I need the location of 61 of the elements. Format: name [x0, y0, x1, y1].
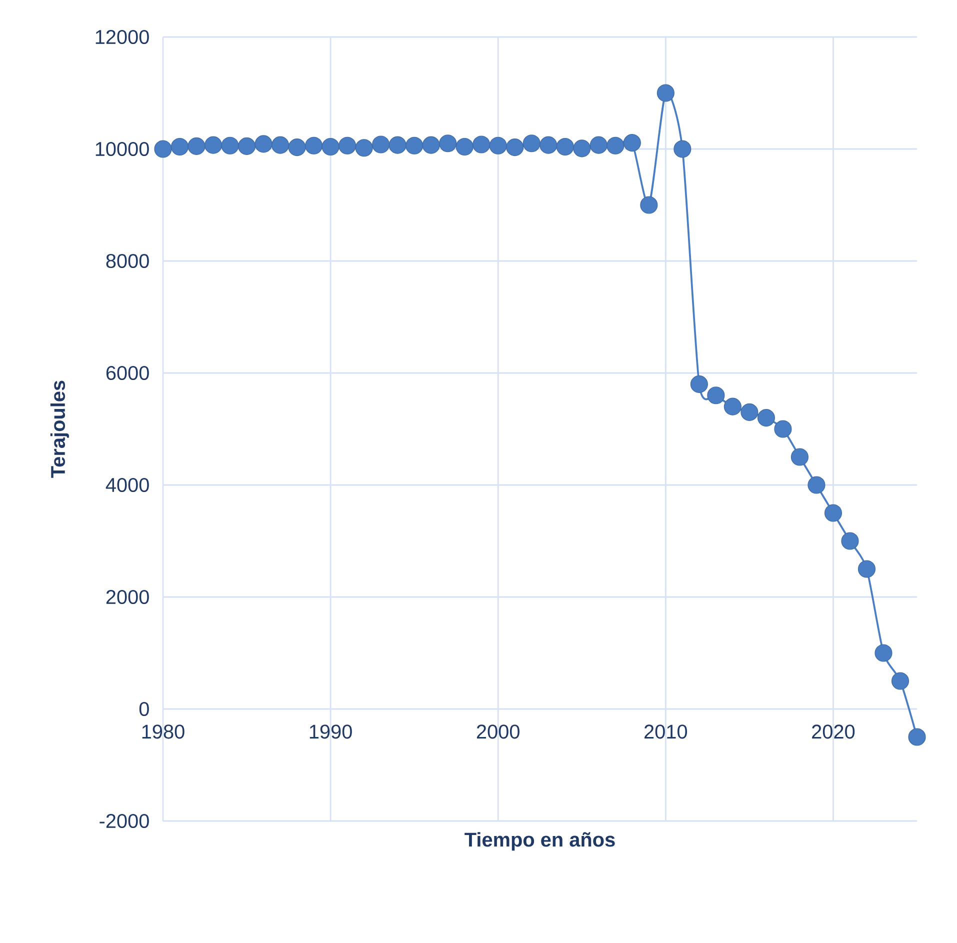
- point: [540, 136, 558, 154]
- y-tick-label: 0: [139, 702, 149, 716]
- point: [908, 728, 926, 746]
- point: [489, 136, 507, 154]
- point: [522, 134, 540, 152]
- x-tick-label: 1990: [310, 724, 352, 739]
- point: [472, 136, 490, 154]
- point: [288, 138, 306, 156]
- point: [590, 136, 608, 154]
- point: [774, 420, 792, 438]
- point: [674, 140, 692, 158]
- point: [656, 84, 674, 102]
- point: [841, 532, 859, 550]
- point: [238, 137, 256, 155]
- point: [740, 403, 758, 421]
- y-tick-label: 12000: [96, 30, 149, 44]
- point: [154, 140, 172, 158]
- y-tick-label: 10000: [96, 142, 149, 156]
- point: [506, 138, 524, 156]
- point: [757, 409, 775, 427]
- x-axis-title: Tiempo en años: [464, 832, 615, 851]
- point: [573, 140, 591, 158]
- point: [891, 672, 910, 690]
- point: [338, 136, 356, 154]
- point: [221, 136, 239, 154]
- y-tick-label: 6000: [106, 366, 149, 380]
- x-tick-label: 1980: [142, 724, 184, 739]
- point: [204, 136, 222, 154]
- point: [707, 386, 725, 404]
- x-tick-label: 2010: [644, 724, 688, 739]
- point: [790, 448, 809, 466]
- point: [724, 398, 742, 416]
- y-axis-title: Terajoules: [50, 380, 69, 478]
- point: [606, 136, 624, 154]
- point: [170, 138, 189, 156]
- point: [874, 644, 892, 662]
- y-tick-label: 2000: [106, 590, 149, 604]
- point: [254, 135, 272, 153]
- point: [690, 375, 708, 393]
- point: [272, 136, 290, 154]
- point: [422, 136, 440, 154]
- point: [388, 136, 406, 154]
- point: [406, 136, 424, 154]
- y-tick-label: -2000: [100, 814, 149, 828]
- point: [640, 196, 658, 214]
- point: [439, 134, 457, 152]
- x-tick-label: 2020: [812, 724, 855, 739]
- point: [808, 476, 826, 494]
- x-tick-label: 2000: [476, 724, 520, 739]
- y-tick-label: 8000: [106, 254, 149, 268]
- point: [322, 138, 340, 156]
- point: [623, 134, 641, 152]
- y-tick-label: 4000: [106, 478, 149, 492]
- point: [355, 139, 373, 157]
- point: [858, 560, 876, 578]
- point: [456, 138, 474, 156]
- point: [372, 136, 390, 154]
- point: [188, 137, 206, 155]
- point: [824, 504, 842, 522]
- point: [556, 138, 574, 156]
- point: [305, 136, 323, 154]
